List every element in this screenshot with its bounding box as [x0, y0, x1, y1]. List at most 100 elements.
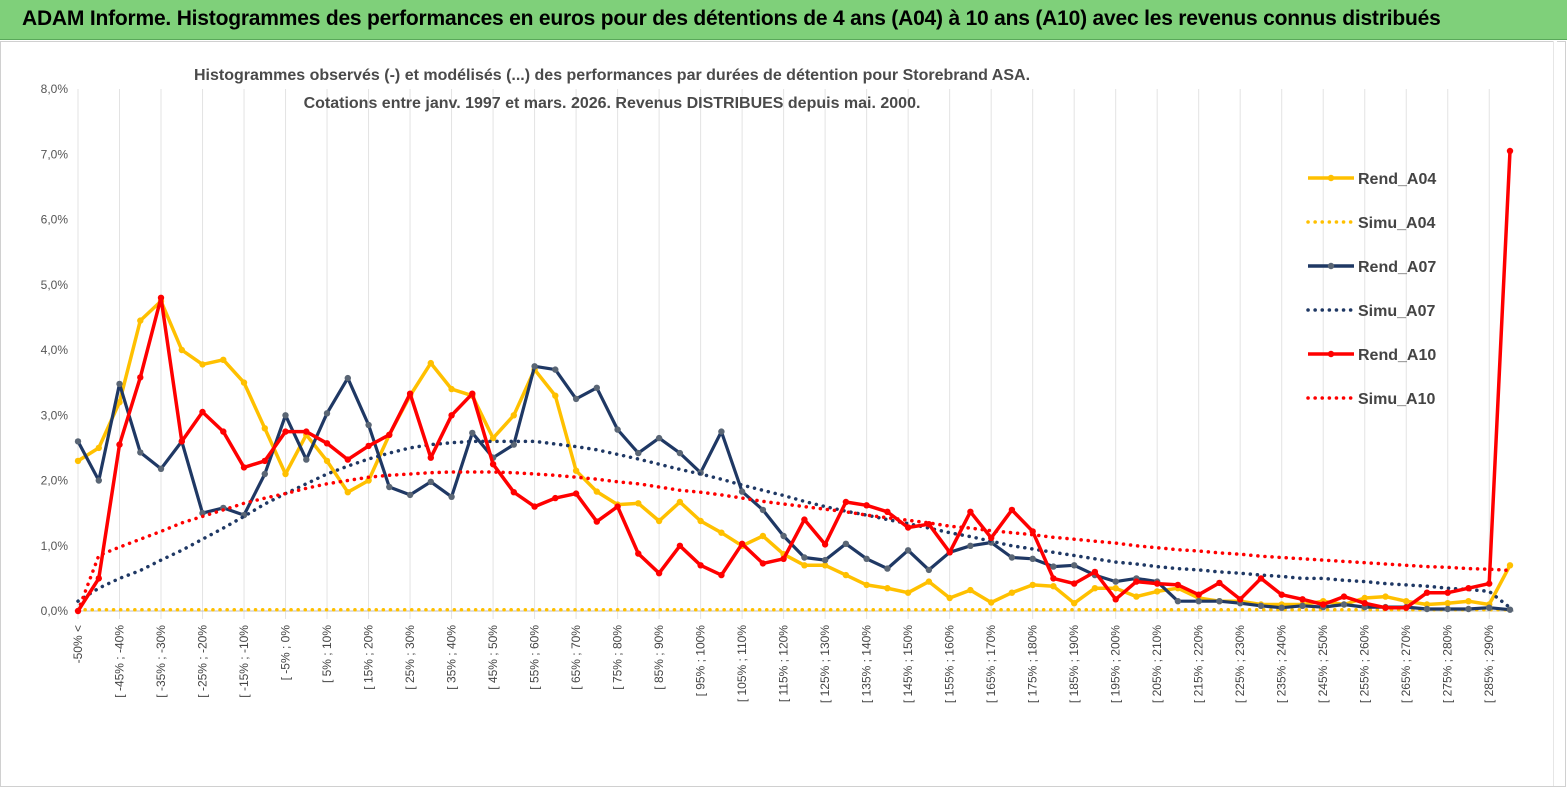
- data-point-rend-a04: [1029, 581, 1036, 589]
- data-point-rend-a07: [1071, 562, 1078, 569]
- x-tick-label: [ 125% ; 130%: [818, 625, 832, 703]
- x-tick-label: [ 185% ; 190%: [1067, 625, 1081, 703]
- data-point-rend-a10: [1133, 578, 1140, 585]
- data-point-rend-a04: [1112, 585, 1119, 592]
- data-point-rend-a10: [863, 502, 870, 509]
- data-point-rend-a07: [261, 470, 268, 478]
- data-point-rend-a07: [552, 366, 559, 373]
- y-tick-label: 3,0%: [41, 408, 69, 422]
- data-point-rend-a10: [1299, 596, 1306, 603]
- data-point-rend-a10: [386, 431, 393, 438]
- data-point-rend-a07: [531, 363, 538, 370]
- data-point-rend-a10: [469, 390, 476, 397]
- data-point-rend-a10: [448, 412, 455, 419]
- data-point-rend-a10: [1257, 575, 1265, 582]
- x-tick-label: [ 95% ; 100%: [694, 625, 708, 697]
- data-point-rend-a07: [1112, 578, 1119, 585]
- data-point-rend-a07: [344, 374, 351, 382]
- x-tick-label: [ 225% ; 230%: [1233, 625, 1247, 703]
- series-rend-a10: [74, 147, 1514, 615]
- data-point-rend-a04: [842, 571, 850, 579]
- series-line-rend-a04: [77, 299, 1512, 607]
- data-point-rend-a04: [1091, 585, 1099, 592]
- data-point-rend-a10: [282, 428, 289, 435]
- legend-marker-rend-a04: [1327, 174, 1335, 182]
- data-point-rend-a04: [1403, 598, 1410, 605]
- y-tick-label: 4,0%: [41, 343, 69, 357]
- x-tick-label: [ -25% ; -20%: [196, 625, 210, 698]
- data-point-rend-a10: [614, 503, 621, 510]
- legend-label-rend-a07: Rend_A07: [1358, 259, 1436, 276]
- x-tick-label: [ 55% ; 60%: [528, 625, 542, 690]
- x-tick-label: [ 195% ; 200%: [1109, 625, 1123, 703]
- y-axis: 0,0% 1,0% 2,0% 3,0% 4,0% 5,0% 6,0% 7,0% 8,0%: [41, 82, 69, 618]
- data-point-rend-a10: [988, 534, 995, 542]
- data-point-rend-a04: [946, 594, 953, 602]
- data-point-rend-a10: [821, 541, 829, 548]
- x-tick-label: [ 45% ; 50%: [486, 625, 500, 690]
- series-simu-a10: [76, 470, 1512, 613]
- legend-label-simu-a10: Simu_A10: [1358, 391, 1435, 408]
- x-tick-label: [ 105% ; 110%: [735, 625, 749, 702]
- data-point-rend-a10: [1465, 585, 1472, 592]
- data-point-rend-a10: [261, 457, 268, 465]
- x-tick-label: -50% <: [71, 625, 85, 663]
- x-tick-label: [ 15% ; 20%: [362, 625, 376, 690]
- data-point-rend-a10: [718, 571, 725, 579]
- data-point-rend-a10: [780, 555, 787, 562]
- data-point-rend-a07: [884, 565, 891, 572]
- data-point-rend-a10: [697, 562, 704, 569]
- data-point-rend-a07: [469, 429, 476, 437]
- data-point-rend-a07: [635, 449, 642, 457]
- data-point-rend-a04: [884, 585, 891, 592]
- x-tick-label: [ 135% ; 140%: [860, 625, 874, 703]
- x-tick-label: [ 275% ; 280%: [1441, 625, 1455, 703]
- data-point-rend-a07: [1195, 598, 1202, 605]
- data-point-rend-a07: [510, 441, 517, 448]
- x-tick-label: [ 215% ; 220%: [1192, 625, 1206, 703]
- x-tick-label: [ 115% ; 120%: [777, 625, 791, 702]
- x-tick-label: [ 25% ; 30%: [403, 625, 417, 690]
- data-point-rend-a04: [635, 500, 642, 507]
- data-point-rend-a07: [137, 449, 144, 456]
- data-point-rend-a07: [1506, 606, 1514, 613]
- data-point-rend-a07: [1278, 604, 1285, 611]
- data-point-rend-a04: [137, 317, 144, 324]
- report-header: ADAM Informe. Histogrammes des performan…: [0, 0, 1567, 40]
- data-point-rend-a04: [759, 532, 767, 540]
- data-point-rend-a04: [593, 488, 600, 495]
- data-point-rend-a07: [386, 483, 393, 491]
- data-point-rend-a04: [801, 562, 808, 569]
- series-line-simu-a10: [76, 470, 1512, 613]
- data-point-rend-a04: [261, 425, 268, 432]
- legend-item-simu-a07: Simu_A07: [1306, 303, 1435, 320]
- x-tick-label: [ 145% ; 150%: [901, 625, 915, 703]
- chart-scroll-edge: [1553, 41, 1557, 786]
- x-tick-label: [ 155% ; 160%: [943, 625, 957, 703]
- data-point-rend-a07: [157, 465, 165, 472]
- data-point-rend-a10: [655, 570, 663, 577]
- data-point-rend-a10: [303, 428, 310, 435]
- data-point-rend-a10: [572, 490, 580, 497]
- data-point-rend-a10: [1008, 506, 1016, 514]
- data-point-rend-a10: [137, 374, 144, 381]
- x-tick-label: [ 285% ; 290%: [1482, 625, 1496, 703]
- data-point-rend-a10: [1237, 596, 1244, 603]
- data-point-rend-a04: [1444, 600, 1451, 607]
- x-tick-label: [ 245% ; 250%: [1316, 625, 1330, 703]
- data-point-rend-a07: [1216, 598, 1223, 605]
- data-point-rend-a07: [1444, 605, 1451, 613]
- data-point-rend-a04: [323, 457, 331, 465]
- legend-label-simu-a07: Simu_A07: [1358, 303, 1435, 320]
- data-point-rend-a04: [697, 517, 704, 525]
- data-point-rend-a07: [593, 384, 600, 391]
- data-point-rend-a07: [199, 509, 206, 517]
- chart-series: [74, 147, 1514, 615]
- x-tick-label: [ 265% ; 270%: [1399, 625, 1413, 703]
- data-point-rend-a10: [676, 542, 684, 549]
- data-point-rend-a10: [1071, 580, 1078, 587]
- data-point-rend-a04: [510, 412, 517, 419]
- data-point-rend-a10: [1174, 581, 1182, 589]
- data-point-rend-a07: [95, 477, 103, 484]
